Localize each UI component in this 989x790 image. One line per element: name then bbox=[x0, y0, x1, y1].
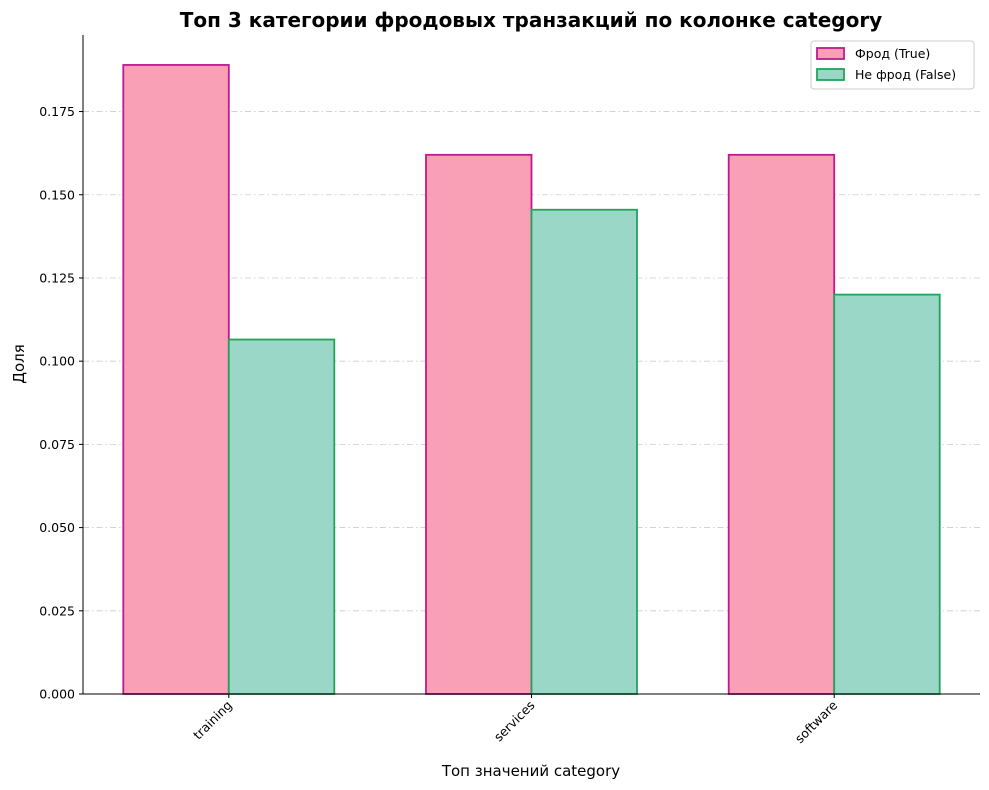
bar-services-not-fraud bbox=[530, 208, 638, 695]
legend-label: Не фрод (False) bbox=[855, 67, 956, 82]
legend-swatch bbox=[816, 47, 845, 60]
legend-label: Фрод (True) bbox=[855, 46, 930, 61]
legend-box bbox=[810, 40, 975, 90]
bar-software-not-fraud bbox=[833, 293, 941, 695]
x-tick-label: software bbox=[792, 697, 841, 746]
y-tick-label: 0.175 bbox=[39, 104, 75, 119]
y-tick-label: 0.050 bbox=[39, 520, 75, 535]
x-axis-label: Топ значений category bbox=[441, 762, 620, 780]
y-tick-label: 0.075 bbox=[39, 437, 75, 452]
legend: Фрод (True) Не фрод (False) bbox=[810, 40, 975, 90]
y-tick-label: 0.000 bbox=[39, 687, 75, 702]
y-tick-label: 0.150 bbox=[39, 187, 75, 202]
bar-software-fraud bbox=[727, 153, 836, 695]
bar-services-fraud bbox=[425, 153, 533, 695]
bar-training-not-fraud bbox=[227, 338, 336, 695]
x-ticks: training services software bbox=[190, 694, 841, 746]
y-tick-label: 0.125 bbox=[39, 270, 75, 285]
y-tick-label: 0.100 bbox=[39, 354, 75, 369]
bars bbox=[122, 64, 941, 695]
chart-title: Топ 3 категории фродовых транзакций по к… bbox=[180, 8, 882, 32]
x-tick-label: training bbox=[190, 698, 235, 743]
y-axis-label: Доля bbox=[10, 344, 28, 384]
x-tick-label: services bbox=[491, 698, 538, 745]
bar-training-fraud bbox=[122, 64, 230, 695]
y-tick-label: 0.025 bbox=[39, 603, 75, 618]
legend-swatch bbox=[816, 68, 845, 81]
y-ticks: 0.000 0.025 0.050 0.075 0.100 0.125 0.150 0.175 bbox=[39, 104, 83, 702]
